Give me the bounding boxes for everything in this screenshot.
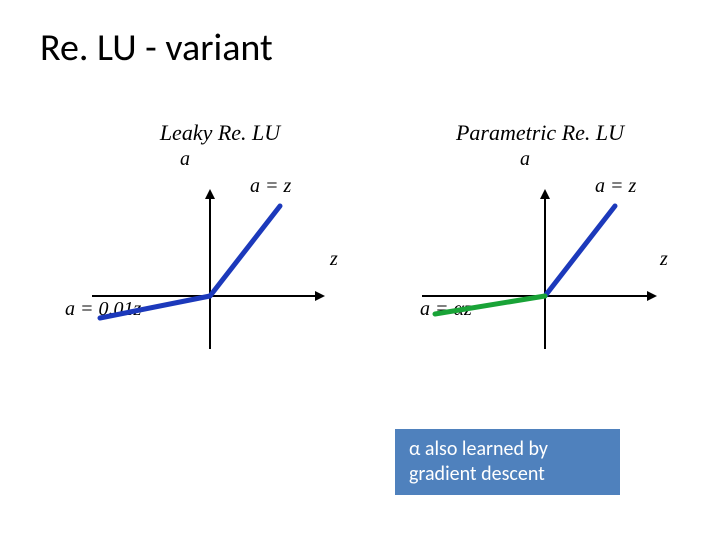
leaky-relu-chart: Leaky Re. LU a z a = z a = 0.01z <box>80 120 360 380</box>
axes-svg-wrapper <box>400 184 680 384</box>
y-axis-arrow-icon <box>540 189 550 199</box>
note-box: α also learned by gradient descent <box>395 429 620 495</box>
y-axis-label: a <box>180 148 190 171</box>
y-axis-arrow-icon <box>205 189 215 199</box>
y-axis-label: a <box>520 148 530 171</box>
negative-line <box>100 296 210 318</box>
parametric-relu-chart: Parametric Re. LU a z a = z a = αz <box>400 120 680 380</box>
parametric-relu-svg <box>400 184 680 384</box>
slide-title: Re. LU - variant <box>40 25 273 71</box>
axes-svg-wrapper <box>80 184 360 384</box>
chart-title-leaky: Leaky Re. LU <box>80 120 360 146</box>
x-axis-arrow-icon <box>647 291 657 301</box>
positive-line <box>210 206 280 296</box>
leaky-relu-svg <box>80 184 360 384</box>
x-axis-arrow-icon <box>315 291 325 301</box>
negative-line <box>435 296 545 314</box>
chart-title-parametric: Parametric Re. LU <box>400 120 680 146</box>
positive-line <box>545 206 615 296</box>
